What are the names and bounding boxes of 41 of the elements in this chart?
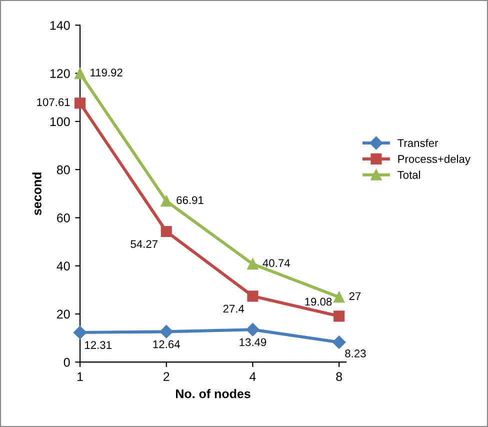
x-tick-label: 8 — [336, 372, 342, 381]
y-tick-label: 60 — [57, 214, 70, 222]
point — [74, 98, 86, 109]
data-label: 27 — [349, 292, 361, 300]
data-label: 119.92 — [90, 68, 122, 76]
point — [73, 326, 87, 340]
y-tick-label: 140 — [50, 20, 70, 30]
point — [247, 258, 258, 270]
point — [332, 336, 346, 349]
x-tick-label: 2 — [164, 372, 170, 381]
data-label: 66.91 — [176, 196, 204, 204]
y-tick-label: 20 — [57, 310, 70, 319]
y-tick-label: 80 — [56, 165, 70, 174]
point — [74, 68, 86, 80]
legend-label: Process+delay — [398, 154, 470, 166]
data-label: 27.4 — [223, 304, 244, 313]
data-label: 19.08 — [305, 298, 332, 306]
x-tick-label: 1 — [78, 372, 83, 381]
point — [334, 310, 345, 322]
y-tick-label: 40 — [56, 262, 70, 270]
y-tick-label: 100 — [50, 117, 70, 126]
legend-label: Transfer — [398, 138, 438, 148]
data-label: 13.49 — [240, 338, 266, 346]
data-label: 12.64 — [153, 340, 180, 348]
x-axis-title: No. of nodes — [176, 389, 250, 398]
y-tick-label: 120 — [50, 69, 70, 78]
data-label: 8.23 — [345, 350, 366, 358]
x-tick-label: 4 — [250, 372, 256, 381]
data-label: 54.27 — [130, 240, 158, 248]
point — [160, 226, 172, 238]
data-label: 107.61 — [37, 98, 70, 106]
data-label: 12.31 — [85, 341, 112, 349]
point — [247, 290, 258, 302]
point — [160, 325, 173, 338]
y-axis-title: second — [32, 172, 42, 216]
y-tick-label: 0 — [64, 358, 70, 367]
point — [334, 292, 345, 303]
data-label: 40.74 — [262, 259, 290, 268]
legend-label: Total — [398, 170, 420, 179]
point — [160, 196, 172, 207]
point — [246, 323, 260, 336]
